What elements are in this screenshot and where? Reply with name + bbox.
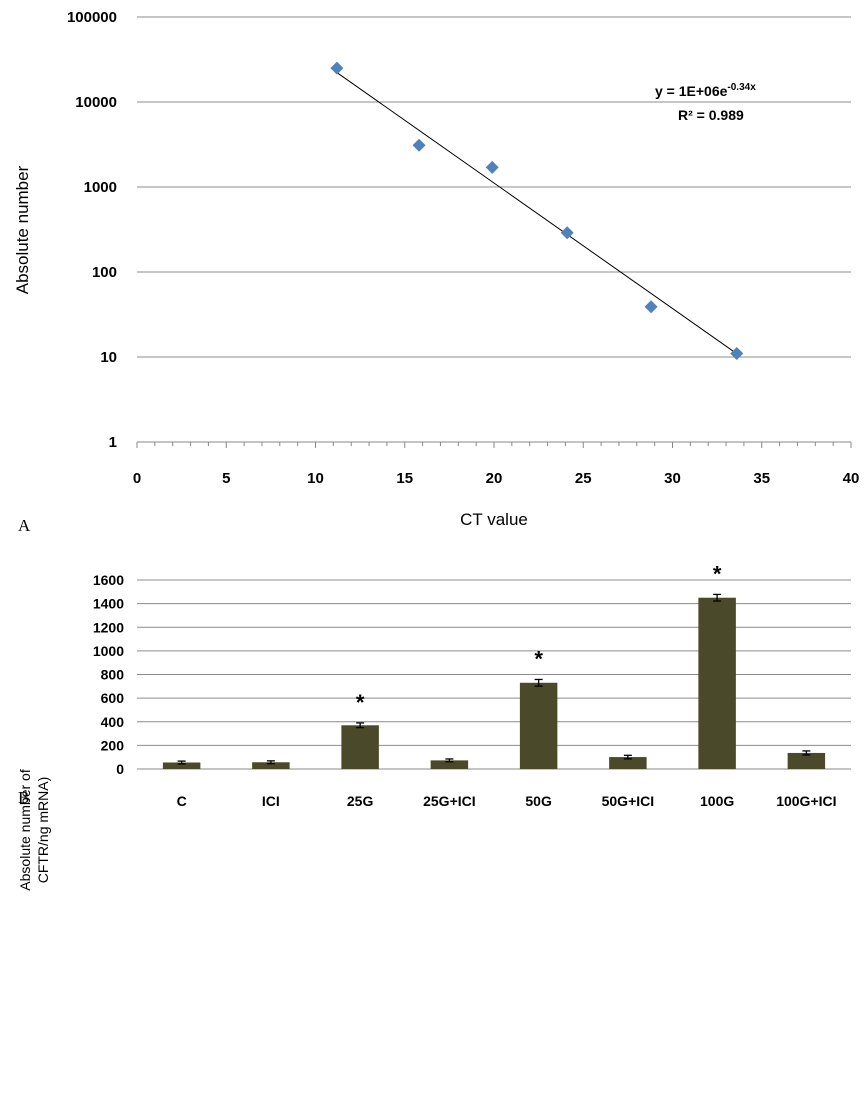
chart-a-y-tick-label: 10000 [75,94,117,111]
chart-b-x-tick-label: C [177,793,187,809]
chart-a-y-tick-label: 100000 [67,9,117,26]
chart-a-equation: y = 1E+06e-0.34x [655,82,756,99]
chart-b-y-tick-label: 800 [101,667,125,683]
chart-b-bar [519,682,558,769]
chart-a-y-axis-label: Absolute number [13,165,32,294]
chart-a-gridlines [137,16,851,358]
chart-a-data-point [560,226,574,240]
chart-a-y-tick-label: 10 [100,349,117,366]
chart-b-bar [341,725,379,769]
chart-a-x-tick-labels: 0 5 10 15 20 25 30 35 40 [133,442,860,487]
chart-b-significance-star: * [713,561,722,586]
chart-b-x-tick-label: 100G [700,793,734,809]
chart-a-x-tick-label: 25 [575,470,592,487]
chart-a-x-axis-label: CT value [460,510,528,529]
chart-b-x-tick-label: ICI [262,793,280,809]
chart-b-bar [609,757,647,769]
chart-a-r-squared: R² = 0.989 [678,107,744,123]
chart-a-x-tick-label: 20 [486,470,503,487]
chart-b-bar [698,597,736,769]
chart-b-x-tick-label: 50G [525,793,552,809]
chart-b-error-bar [177,760,186,765]
chart-b-y-tick-label: 1000 [93,643,124,659]
chart-a-data-point [330,61,344,75]
chart-b-y-tick-label: 1600 [93,572,124,588]
chart-b-bar [787,752,826,769]
chart-b-y-tick-label: 400 [101,714,125,730]
chart-b-y-tick-label: 1400 [93,596,124,612]
chart-a-points [330,61,744,360]
chart-a-x-tick-label: 40 [843,470,860,487]
chart-b-y-tick-label: 0 [116,761,124,777]
chart-b-error-bar [713,593,722,602]
chart-b-y-axis-label-line2: CFTR/ng mRNA) [35,777,51,884]
chart-b-x-tick-label: 50G+ICI [602,793,655,809]
chart-a-data-point [644,300,658,314]
chart-b-bar [162,762,201,769]
chart-b-y-tick-label: 200 [101,737,125,753]
chart-b: 0 200 400 600 800 1000 1200 1400 1600 * * * C ICI 25… [17,561,851,891]
chart-b-significance-star: * [534,646,543,671]
chart-b-y-tick-label: 600 [101,690,125,706]
chart-a-y-tick-labels: 1 10 100 1000 10000 100000 [67,9,117,451]
chart-b-y-tick-labels: 0 200 400 600 800 1000 1200 1400 1600 [93,572,124,777]
chart-b-error-bar [623,754,632,760]
chart-a-data-point [412,138,426,152]
chart-b-x-tick-label: 100G+ICI [776,793,836,809]
chart-a-data-point [730,346,744,360]
chart-b-error-bar [445,758,454,763]
chart-a-data-point [485,160,499,174]
chart-a-y-tick-label: 1 [109,434,117,451]
chart-a-y-tick-label: 1000 [84,179,117,196]
chart-b-error-bar [266,760,275,765]
chart-a-x-tick-label: 10 [307,470,324,487]
chart-a-x-tick-label: 0 [133,470,141,487]
chart-b-error-bar [356,722,365,729]
chart-b-y-axis-label-line1: Absolute number of [17,769,33,891]
chart-b-significance-star: * [356,690,365,715]
chart-b-y-tick-label: 1200 [93,619,124,635]
chart-b-bar [430,760,469,769]
panel-label-a: A [18,516,31,535]
chart-b-x-tick-labels: C ICI 25G 25G+ICI 50G 50G+ICI 100G 100G+ICI [177,793,837,809]
chart-b-error-bar [534,678,543,687]
chart-a-x-tick-label: 30 [664,470,681,487]
chart-a: 0 5 10 15 20 25 30 35 40 1 10 100 1000 10000 100000 y… [13,9,859,535]
chart-a-x-tick-label: 35 [753,470,770,487]
chart-b-error-bars [177,593,811,765]
chart-b-bar [252,762,290,769]
chart-a-trendline [336,72,738,355]
panel-label-b: B [18,788,29,807]
chart-a-x-tick-label: 5 [222,470,230,487]
chart-a-x-tick-label: 15 [396,470,413,487]
chart-a-y-tick-label: 100 [92,264,117,281]
chart-b-significance-markers: * * * [356,561,722,715]
chart-b-x-tick-label: 25G [347,793,374,809]
chart-b-x-tick-label: 25G+ICI [423,793,476,809]
chart-b-bars [162,597,826,769]
chart-b-error-bar [802,750,811,756]
chart-b-gridlines [137,579,851,746]
